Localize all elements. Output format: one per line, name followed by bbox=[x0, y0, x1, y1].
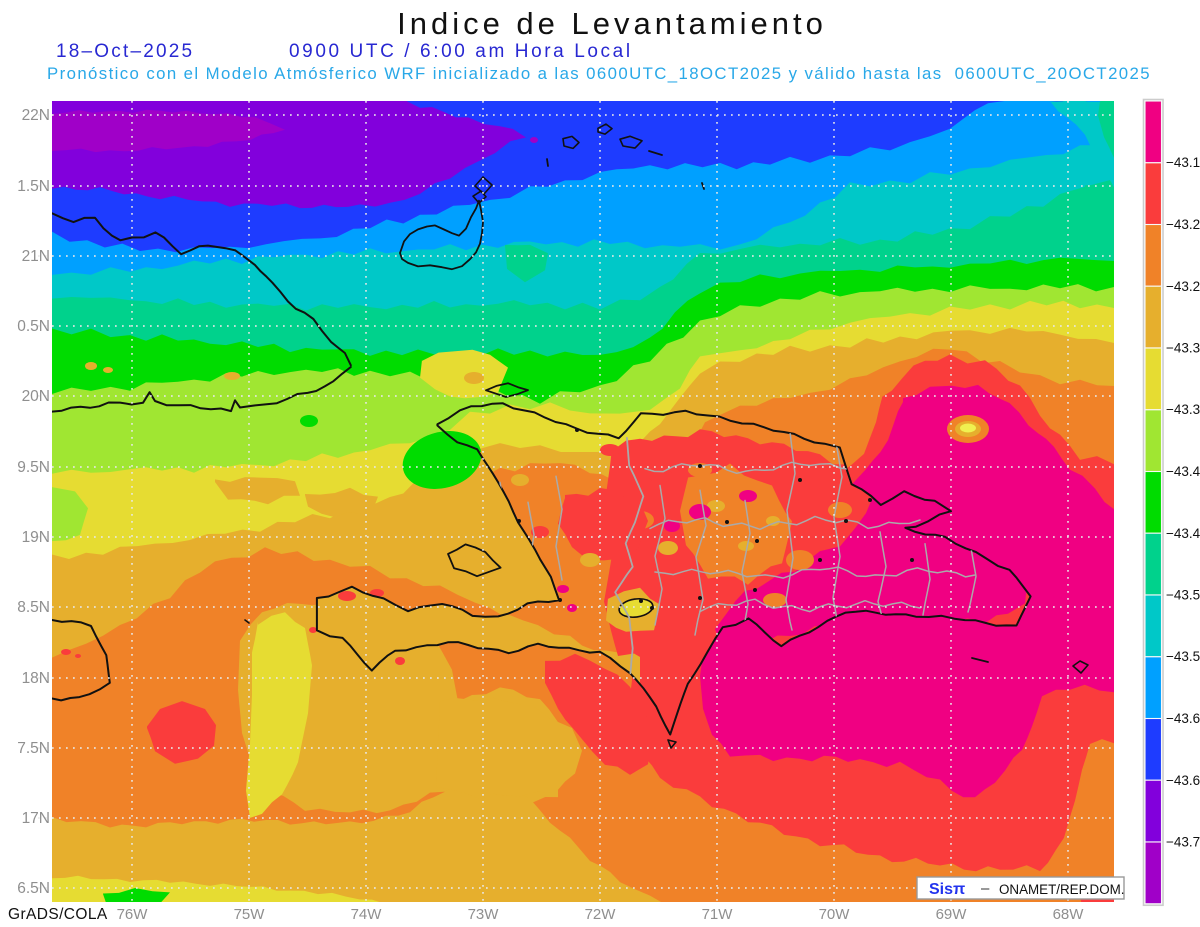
svg-text:−43.65: −43.65 bbox=[1166, 773, 1200, 788]
svg-text:0.5N: 0.5N bbox=[17, 318, 50, 335]
svg-text:8.5N: 8.5N bbox=[17, 599, 50, 616]
svg-text:75W: 75W bbox=[234, 906, 266, 923]
svg-text:−43.5: −43.5 bbox=[1166, 588, 1200, 603]
svg-text:–: – bbox=[981, 880, 990, 897]
svg-text:−43.4: −43.4 bbox=[1166, 464, 1200, 479]
svg-text:73W: 73W bbox=[468, 906, 500, 923]
svg-text:0900 UTC / 6:00 am Hora Local: 0900 UTC / 6:00 am Hora Local bbox=[289, 41, 633, 62]
svg-text:−43.45: −43.45 bbox=[1166, 526, 1200, 541]
svg-text:18–Oct–2025: 18–Oct–2025 bbox=[56, 41, 194, 62]
svg-text:21N: 21N bbox=[22, 248, 50, 265]
svg-text:72W: 72W bbox=[585, 906, 617, 923]
svg-text:20N: 20N bbox=[22, 388, 50, 405]
svg-text:−43.15: −43.15 bbox=[1166, 155, 1200, 170]
svg-text:GrADS/COLA: GrADS/COLA bbox=[8, 906, 108, 923]
svg-text:17N: 17N bbox=[22, 810, 50, 827]
svg-text:71W: 71W bbox=[702, 906, 734, 923]
svg-text:74W: 74W bbox=[351, 906, 383, 923]
svg-text:−43.6: −43.6 bbox=[1166, 711, 1200, 726]
svg-text:6.5N: 6.5N bbox=[17, 880, 50, 897]
svg-text:19N: 19N bbox=[22, 529, 50, 546]
svg-text:76W: 76W bbox=[117, 906, 149, 923]
svg-text:1.5N: 1.5N bbox=[17, 178, 50, 195]
svg-text:Indice de Levantamiento: Indice de Levantamiento bbox=[397, 6, 827, 41]
svg-text:68W: 68W bbox=[1053, 906, 1085, 923]
svg-text:Pronóstico con el Modelo Atmós: Pronóstico con el Modelo Atmósferico WRF… bbox=[47, 64, 1151, 83]
svg-text:9.5N: 9.5N bbox=[17, 459, 50, 476]
svg-text:−43.7: −43.7 bbox=[1166, 835, 1200, 850]
svg-text:Sisπ: Sisπ bbox=[929, 881, 965, 898]
svg-text:69W: 69W bbox=[936, 906, 968, 923]
svg-text:ONAMET/REP.DOM.: ONAMET/REP.DOM. bbox=[999, 882, 1125, 897]
svg-text:22N: 22N bbox=[22, 107, 50, 124]
svg-text:70W: 70W bbox=[819, 906, 851, 923]
svg-text:18N: 18N bbox=[22, 670, 50, 687]
svg-text:−43.3: −43.3 bbox=[1166, 341, 1200, 356]
svg-text:−43.25: −43.25 bbox=[1166, 279, 1200, 294]
svg-text:7.5N: 7.5N bbox=[17, 740, 50, 757]
svg-text:−43.2: −43.2 bbox=[1166, 217, 1200, 232]
svg-text:−43.35: −43.35 bbox=[1166, 402, 1200, 417]
svg-text:−43.55: −43.55 bbox=[1166, 649, 1200, 664]
